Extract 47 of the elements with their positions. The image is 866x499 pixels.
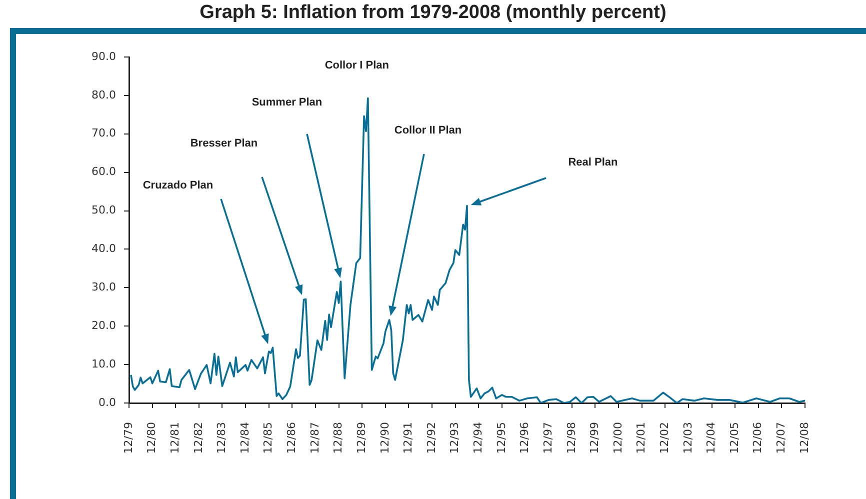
x-tick-label: 12/98 — [564, 422, 578, 454]
annotation: Real Plan — [568, 156, 618, 170]
y-tick-label: 80.0 — [92, 88, 116, 102]
x-tick-label: 12/79 — [122, 422, 135, 454]
y-tick-label: 40.0 — [92, 242, 116, 256]
x-tick-label: 12/00 — [611, 422, 624, 454]
chart-title: Graph 5: Inflation from 1979-2008 (monthly percent) — [198, 2, 668, 24]
x-tick-label: 12/95 — [494, 422, 508, 454]
x-tick-label: 12/80 — [145, 422, 158, 454]
x-tick-label: 12/89 — [354, 422, 368, 454]
x-tick-label: 12/93 — [448, 422, 462, 454]
x-tick-label: 12/04 — [704, 422, 718, 454]
x-tick-label: 12/81 — [168, 422, 182, 454]
annotation: Bresser Plan — [190, 138, 258, 150]
x-tick-label: 12/86 — [285, 422, 298, 454]
y-tick-label: 50.0 — [92, 204, 116, 217]
x-tick-label: 12/03 — [681, 422, 694, 454]
x-tick-label: 12/07 — [774, 422, 788, 454]
y-tick-label: 10.0 — [92, 357, 116, 370]
x-tick-label: 12/97 — [541, 422, 554, 454]
annotation: Summer Plan — [252, 96, 322, 110]
x-tick-label: 12/84 — [238, 422, 252, 454]
x-tick-label: 12/05 — [728, 422, 741, 454]
x-tick-label: 12/87 — [308, 422, 322, 454]
x-tick-label: 12/92 — [424, 422, 438, 454]
y-tick-label: 20.0 — [92, 318, 116, 332]
annotation: Cruzado Plan — [142, 180, 214, 192]
y-tick-label: 70.0 — [92, 126, 116, 140]
x-tick-label: 12/91 — [402, 422, 415, 454]
y-tick-label: 0.0 — [98, 396, 116, 409]
x-tick-label: 12/90 — [378, 422, 392, 454]
y-tick-label: 90.0 — [92, 50, 116, 63]
x-tick-label: 12/01 — [634, 422, 648, 454]
y-tick-label: 60.0 — [92, 165, 116, 178]
x-tick-label: 12/08 — [798, 422, 811, 454]
x-tick-label: 12/02 — [658, 422, 671, 454]
x-tick-label: 12/88 — [332, 422, 345, 454]
x-tick-label: 12/06 — [751, 422, 764, 454]
x-tick-label: 12/94 — [472, 422, 485, 454]
x-tick-label: 12/96 — [518, 422, 532, 454]
x-tick-label: 12/83 — [215, 422, 228, 454]
y-tick-label: 30.0 — [92, 280, 116, 294]
annotation: Collor II Plan — [394, 124, 462, 138]
x-tick-label: 12/99 — [588, 422, 602, 454]
x-tick-label: 12/82 — [192, 422, 205, 454]
x-tick-label: 12/85 — [262, 422, 275, 454]
annotation: Collor I Plan — [324, 60, 390, 73]
